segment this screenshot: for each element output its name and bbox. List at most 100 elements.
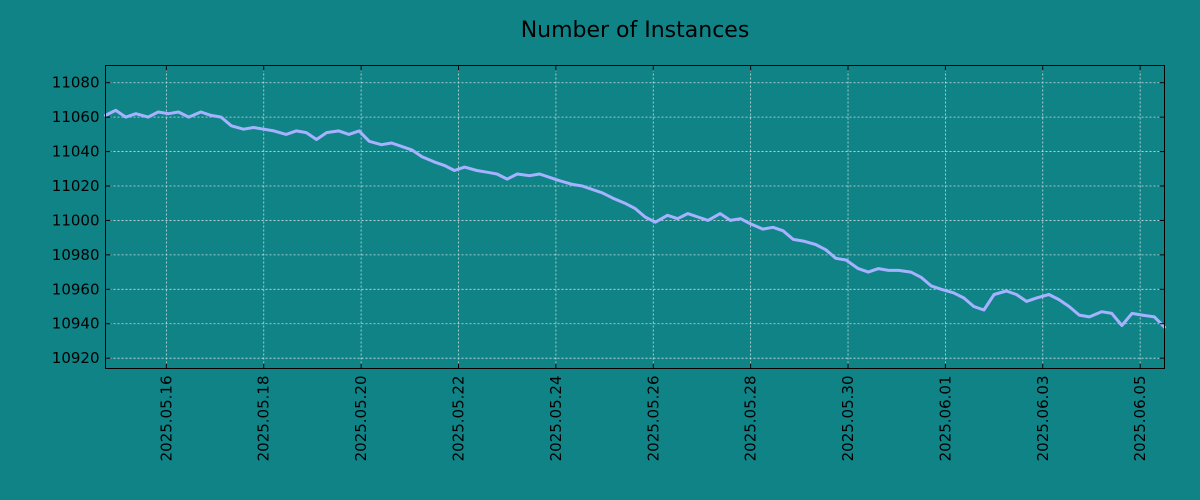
data-point	[1141, 314, 1143, 316]
data-point	[1068, 305, 1070, 308]
data-point	[877, 267, 880, 270]
data-point	[686, 212, 689, 215]
data-point	[305, 131, 308, 134]
data-point	[611, 197, 614, 199]
data-point	[242, 128, 245, 130]
axes: 10920 10940 10960 10980 11000 11020 11040 11060…	[52, 65, 1165, 462]
data-point	[559, 180, 561, 182]
data-point	[325, 131, 328, 134]
data-point	[814, 243, 817, 246]
data-point	[962, 297, 965, 299]
data-point	[135, 112, 137, 115]
data-point	[262, 128, 265, 130]
data-point	[940, 288, 943, 291]
y-tick-label: 11040	[52, 143, 100, 161]
x-tick-label: 2025.05.26	[644, 376, 662, 462]
x-tick-label: 2025.05.24	[547, 376, 565, 462]
data-point	[421, 155, 423, 158]
x-tick-label: 2025.06.03	[1034, 376, 1052, 462]
data-point	[983, 309, 985, 311]
data-point	[486, 171, 488, 173]
data-point	[666, 214, 669, 217]
data-point	[571, 183, 573, 186]
x-tick-label: 2025.05.18	[255, 376, 273, 462]
data-point	[993, 293, 995, 296]
data-point	[1111, 312, 1113, 315]
data-point	[867, 271, 870, 273]
data-point	[802, 240, 805, 242]
data-point	[528, 174, 531, 177]
data-point	[634, 207, 636, 210]
data-point	[857, 267, 859, 270]
data-point	[1058, 298, 1060, 301]
data-point	[338, 130, 340, 132]
data-point	[624, 202, 626, 204]
data-point	[167, 112, 170, 115]
data-point	[676, 217, 679, 220]
data-point	[295, 130, 298, 132]
data-point	[496, 173, 498, 175]
data-point	[1100, 310, 1103, 313]
data-point	[400, 145, 403, 148]
data-point	[845, 259, 847, 261]
data-point	[1153, 316, 1156, 318]
data-point	[187, 116, 190, 118]
data-point	[200, 111, 202, 113]
y-tick-label: 11000	[52, 211, 100, 229]
data-point	[273, 130, 275, 132]
data-point	[210, 114, 212, 117]
x-tick-label: 2025.05.22	[450, 376, 468, 462]
data-point	[411, 149, 413, 151]
x-tick-label: 2025.06.05	[1131, 376, 1149, 462]
data-point	[930, 285, 932, 287]
plot-frame	[105, 65, 1165, 369]
data-point	[835, 257, 837, 260]
x-tick-label: 2025.05.20	[352, 376, 370, 462]
data-point	[506, 178, 509, 180]
data-point	[601, 192, 604, 194]
data-point	[644, 216, 646, 218]
data-point	[433, 161, 436, 163]
x-tick-label: 2025.06.01	[936, 376, 954, 462]
data-point	[348, 133, 350, 136]
data-point	[792, 238, 794, 241]
data-point	[443, 164, 446, 167]
data-point	[114, 109, 117, 112]
data-point	[1048, 293, 1050, 296]
data-point	[719, 212, 721, 215]
data-point	[285, 133, 287, 136]
data-point	[1131, 312, 1133, 315]
data-point	[476, 169, 478, 172]
data-point	[707, 219, 709, 222]
data-point	[1015, 293, 1018, 296]
x-tick-label: 2025.05.30	[839, 376, 857, 462]
data-point	[220, 116, 222, 118]
data-point	[1121, 324, 1123, 327]
x-tick-label: 2025.05.28	[742, 376, 760, 462]
data-point	[729, 219, 732, 222]
data-point	[177, 111, 180, 113]
data-point	[125, 116, 127, 118]
data-point	[910, 271, 912, 273]
y-tick-label: 10940	[52, 315, 100, 333]
data-point	[453, 169, 456, 172]
chart-title: Number of Instances	[521, 18, 750, 43]
data-point	[1078, 314, 1081, 316]
data-point	[463, 166, 466, 168]
data-point	[920, 276, 922, 279]
y-tick-label: 10960	[52, 280, 100, 298]
series-line	[104, 108, 1166, 329]
data-point	[1025, 300, 1028, 303]
data-point	[230, 125, 233, 127]
x-tick-label: 2025.05.16	[157, 376, 175, 462]
data-point	[157, 111, 159, 113]
data-point	[1035, 297, 1038, 299]
data-point	[380, 143, 383, 146]
data-point	[252, 126, 255, 129]
data-point	[538, 173, 541, 175]
data-point	[147, 116, 149, 118]
grid-lines	[105, 65, 1165, 369]
data-point	[1088, 316, 1091, 318]
data-point	[897, 269, 900, 272]
